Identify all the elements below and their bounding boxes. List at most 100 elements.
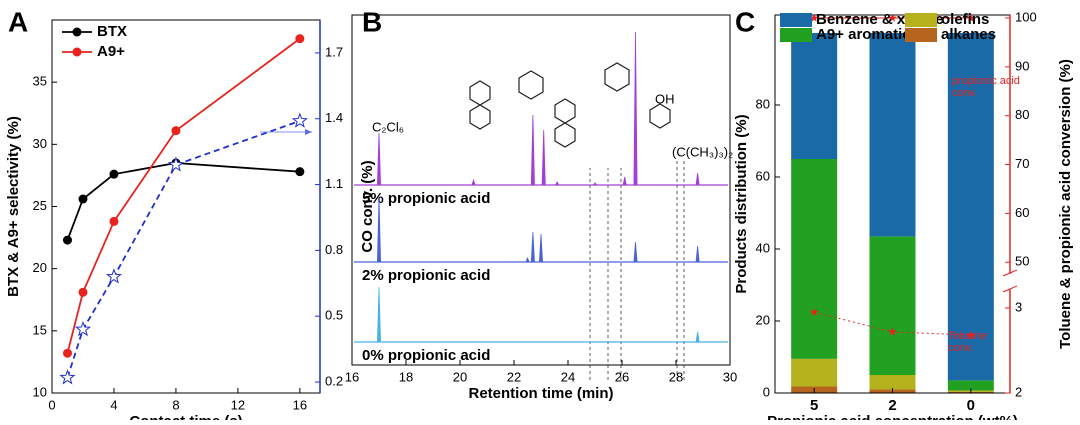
annotation: (C(CH₃)₃)₂ (672, 144, 733, 159)
x-tick-label: 2 (888, 397, 896, 414)
y-tick-label: 3 (1015, 299, 1022, 314)
series-line (66, 37, 301, 354)
x-axis-label: Retention time (min) (469, 385, 614, 402)
marker (78, 194, 88, 204)
trace-label: 5% propionic acid (362, 190, 490, 207)
legend-swatch (905, 28, 937, 42)
y-tick-label: 60 (756, 168, 770, 183)
marker (74, 320, 91, 337)
plot-frame (51, 19, 321, 394)
peak (541, 129, 546, 186)
panel-label: C (735, 6, 755, 37)
x-tick-label: 0 (48, 397, 55, 412)
peak (530, 114, 535, 186)
y-tick-label: 10 (33, 384, 47, 399)
structure-icons (469, 62, 671, 148)
x-tick-label: 16 (345, 369, 359, 384)
panel-label: A (8, 6, 28, 37)
y-tick-label: 60 (1015, 205, 1029, 220)
marker (295, 34, 305, 44)
peak (695, 172, 700, 186)
marker (171, 126, 181, 136)
marker (966, 330, 976, 339)
bar-segment (791, 33, 838, 159)
plot-frame (351, 14, 731, 366)
trace-label: 2% propionic acid (362, 267, 490, 284)
marker (62, 235, 72, 245)
peak (377, 286, 381, 343)
annotation: propionic acid conv. (952, 75, 1020, 99)
legend-marker (72, 27, 82, 37)
marker (109, 216, 119, 226)
legend-swatch (780, 28, 812, 42)
x-tick-label: 0 (967, 397, 975, 414)
y-tick-label: 20 (756, 312, 770, 327)
peak (377, 132, 381, 186)
peak (377, 196, 381, 263)
x-tick-label: 26 (615, 369, 629, 384)
y-tick-label: 70 (1015, 156, 1029, 171)
x-tick-label: 20 (453, 369, 467, 384)
peak (593, 182, 597, 186)
y-tick-label: 25 (33, 198, 47, 213)
marker (291, 112, 308, 128)
legend-label: A9+ aromatics (816, 26, 919, 43)
legend-label: alkanes (941, 26, 996, 43)
y-tick-label: 1.7 (325, 44, 343, 59)
x-tick-label: 8 (172, 397, 179, 412)
annotation: Toluene conv. (948, 330, 987, 354)
peak (622, 176, 627, 186)
marker (966, 13, 976, 22)
y-axis-label: Toluene & propionic acid conversion (%) (1057, 59, 1074, 349)
x-tick-label: 4 (110, 397, 117, 412)
y-tick-label: 1.1 (325, 176, 343, 191)
marker (109, 169, 119, 179)
marker (167, 156, 184, 172)
marker (888, 327, 897, 336)
annotation-arrowhead (305, 129, 312, 135)
peak (633, 31, 638, 186)
y-tick-label: 80 (756, 96, 770, 111)
peak (633, 241, 638, 263)
marker (809, 307, 819, 316)
bar-segment (947, 33, 994, 381)
legend-label: A9+ (97, 43, 125, 60)
peak (471, 178, 476, 186)
marker (78, 287, 88, 297)
peak (525, 256, 530, 263)
x-axis-label: Propionic acid concentration (wt%) (767, 413, 1018, 420)
x-tick-label: 24 (561, 369, 575, 384)
trace-label: 0% propionic acid (362, 347, 490, 364)
bar-segment (869, 375, 916, 390)
bar-segment (947, 380, 994, 391)
y-tick-label: 0 (763, 384, 770, 399)
x-tick-label: 28 (669, 369, 683, 384)
marker (105, 268, 122, 284)
axis-break (1002, 269, 1018, 293)
x-tick-label: 22 (507, 369, 521, 384)
y-tick-label: 50 (1015, 254, 1029, 269)
axis-break (1004, 274, 1018, 289)
legend-swatch (780, 13, 812, 27)
x-tick-label: 5 (810, 397, 818, 414)
x-tick-label: 30 (723, 369, 737, 384)
marker (295, 167, 305, 177)
bar-segment (791, 159, 838, 359)
bar-segment (869, 236, 916, 375)
marker (59, 369, 76, 385)
annotation: C₂Cl₆ (372, 119, 404, 134)
y-tick-label: 2 (1015, 384, 1022, 399)
series-line (66, 162, 300, 241)
y-tick-label: 20 (33, 260, 47, 275)
y-tick-label: 0.2 (325, 373, 343, 388)
guide-lines (589, 160, 685, 380)
y-tick-label: 0.5 (325, 308, 343, 323)
peak (695, 331, 700, 343)
legend-marker (72, 47, 82, 57)
bar-segment (791, 358, 838, 387)
y-tick-label: 90 (1015, 58, 1029, 73)
legend-label: olefins (941, 11, 989, 28)
legend-label: BTX (97, 23, 127, 40)
peak (695, 245, 700, 263)
